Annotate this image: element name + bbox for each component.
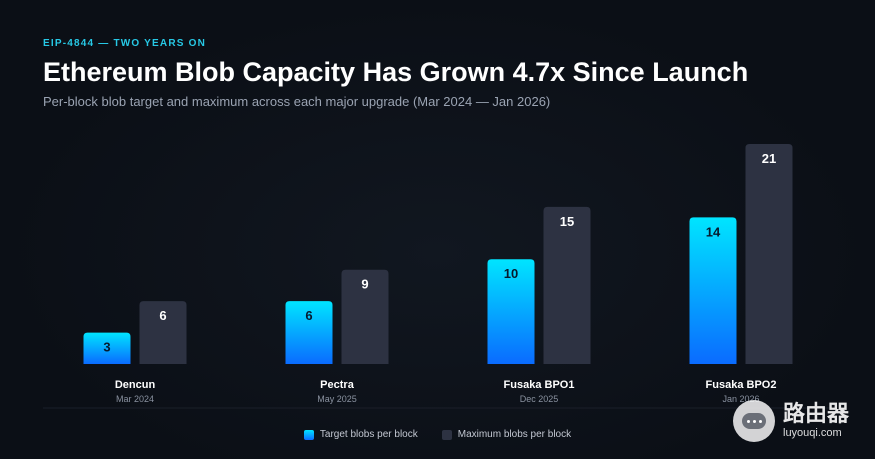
data-label-maximum-fusaka-bpo2: 21	[762, 151, 776, 166]
category-label: Fusaka BPO1	[504, 379, 575, 391]
chart-title: Ethereum Blob Capacity Has Grown 4.7x Si…	[43, 57, 749, 87]
category-label: Dencun	[115, 379, 156, 391]
chart-legend: Target blobs per block Maximum blobs per…	[0, 429, 875, 440]
category-date-label: Mar 2024	[116, 394, 154, 404]
eyebrow-label: EIP-4844 — TWO YEARS ON	[43, 38, 207, 49]
data-label-maximum-pectra: 9	[361, 277, 368, 292]
watermark-text-url: luyouqi.com	[783, 427, 842, 439]
bar-maximum-fusaka-bpo1	[543, 206, 591, 364]
data-label-target-pectra: 6	[305, 308, 312, 323]
bar-target-dencun	[83, 332, 131, 364]
chart-subtitle: Per-block blob target and maximum across…	[43, 94, 551, 109]
category-date-label: Jan 2026	[722, 394, 759, 404]
legend-item-target: Target blobs per block	[303, 429, 418, 440]
bar-target-fusaka-bpo2	[689, 217, 737, 364]
legend-item-maximum: Maximum blobs per block	[441, 429, 572, 440]
data-label-target-fusaka-bpo2: 14	[706, 224, 721, 239]
bar-maximum-pectra	[341, 269, 389, 364]
watermark-logo: 路由器 luyouqi.com	[733, 396, 868, 446]
router-chat-icon	[733, 400, 775, 442]
legend-swatch-target	[303, 429, 314, 440]
category-label: Pectra	[320, 379, 355, 391]
data-label-maximum-dencun: 6	[159, 308, 166, 323]
bar-target-fusaka-bpo1	[487, 259, 535, 364]
data-label-target-dencun: 3	[103, 340, 110, 355]
data-label-target-fusaka-bpo1: 10	[504, 266, 518, 281]
bar-maximum-fusaka-bpo2	[745, 144, 793, 364]
legend-label-maximum: Maximum blobs per block	[457, 429, 572, 440]
bar-target-pectra	[285, 301, 333, 364]
data-label-maximum-fusaka-bpo1: 15	[560, 214, 574, 229]
category-date-label: Dec 2025	[520, 394, 559, 404]
watermark-text-cn: 路由器	[783, 401, 850, 426]
legend-swatch-maximum	[441, 429, 452, 440]
bar-maximum-dencun	[139, 301, 187, 364]
category-date-label: May 2025	[317, 394, 357, 404]
category-label: Fusaka BPO2	[706, 379, 777, 391]
legend-label-target: Target blobs per block	[319, 429, 418, 440]
